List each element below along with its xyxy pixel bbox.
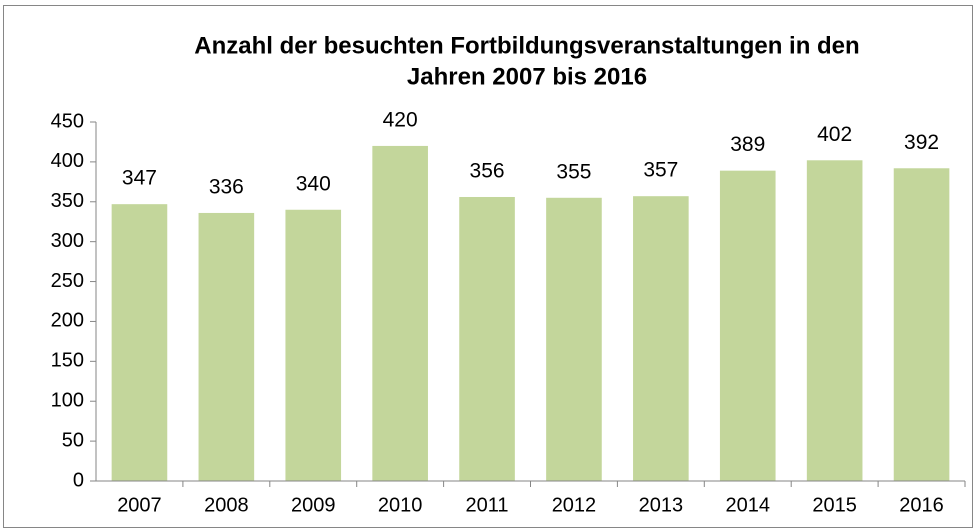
data-label: 402 [817,123,852,146]
x-tick-label: 2007 [117,494,162,516]
y-tick-label: 400 [51,150,84,172]
data-label: 355 [556,160,591,183]
x-tick-label: 2008 [204,494,249,516]
y-tick-label: 150 [51,350,84,372]
x-tick-label: 2014 [726,494,771,516]
data-label: 389 [730,133,765,156]
chart-title: Anzahl der besuchten Fortbildungsveranst… [194,32,859,59]
data-label: 356 [470,160,505,183]
bar [198,212,255,482]
bar [893,168,950,481]
x-tick-label: 2011 [466,494,509,516]
data-label: 357 [643,159,678,182]
y-tick-label: 450 [51,110,84,132]
data-label: 392 [904,131,939,154]
data-label: 340 [296,172,331,195]
bar [285,209,342,481]
bar [111,204,168,481]
bar [633,196,689,481]
bar [372,145,428,481]
bar [806,160,863,481]
y-tick-label: 0 [73,469,84,491]
bar [459,196,515,482]
y-tick-label: 300 [51,230,84,252]
chart-title: Jahren 2007 bis 2016 [407,63,647,90]
data-label: 347 [122,167,157,190]
bar [719,170,776,482]
x-tick-label: 2012 [552,494,597,516]
x-tick-label: 2009 [291,494,336,516]
y-tick-label: 50 [62,429,84,451]
x-tick-label: 2013 [639,494,684,516]
y-tick-label: 350 [51,190,84,212]
data-label: 420 [383,108,418,131]
x-tick-label: 2016 [899,494,944,516]
y-tick-label: 200 [51,310,84,332]
bar [546,197,602,482]
y-tick-label: 100 [51,390,84,412]
x-tick-label: 2010 [378,494,423,516]
x-tick-label: 2015 [812,494,857,516]
data-label: 336 [209,175,244,198]
y-tick-label: 250 [51,270,84,292]
